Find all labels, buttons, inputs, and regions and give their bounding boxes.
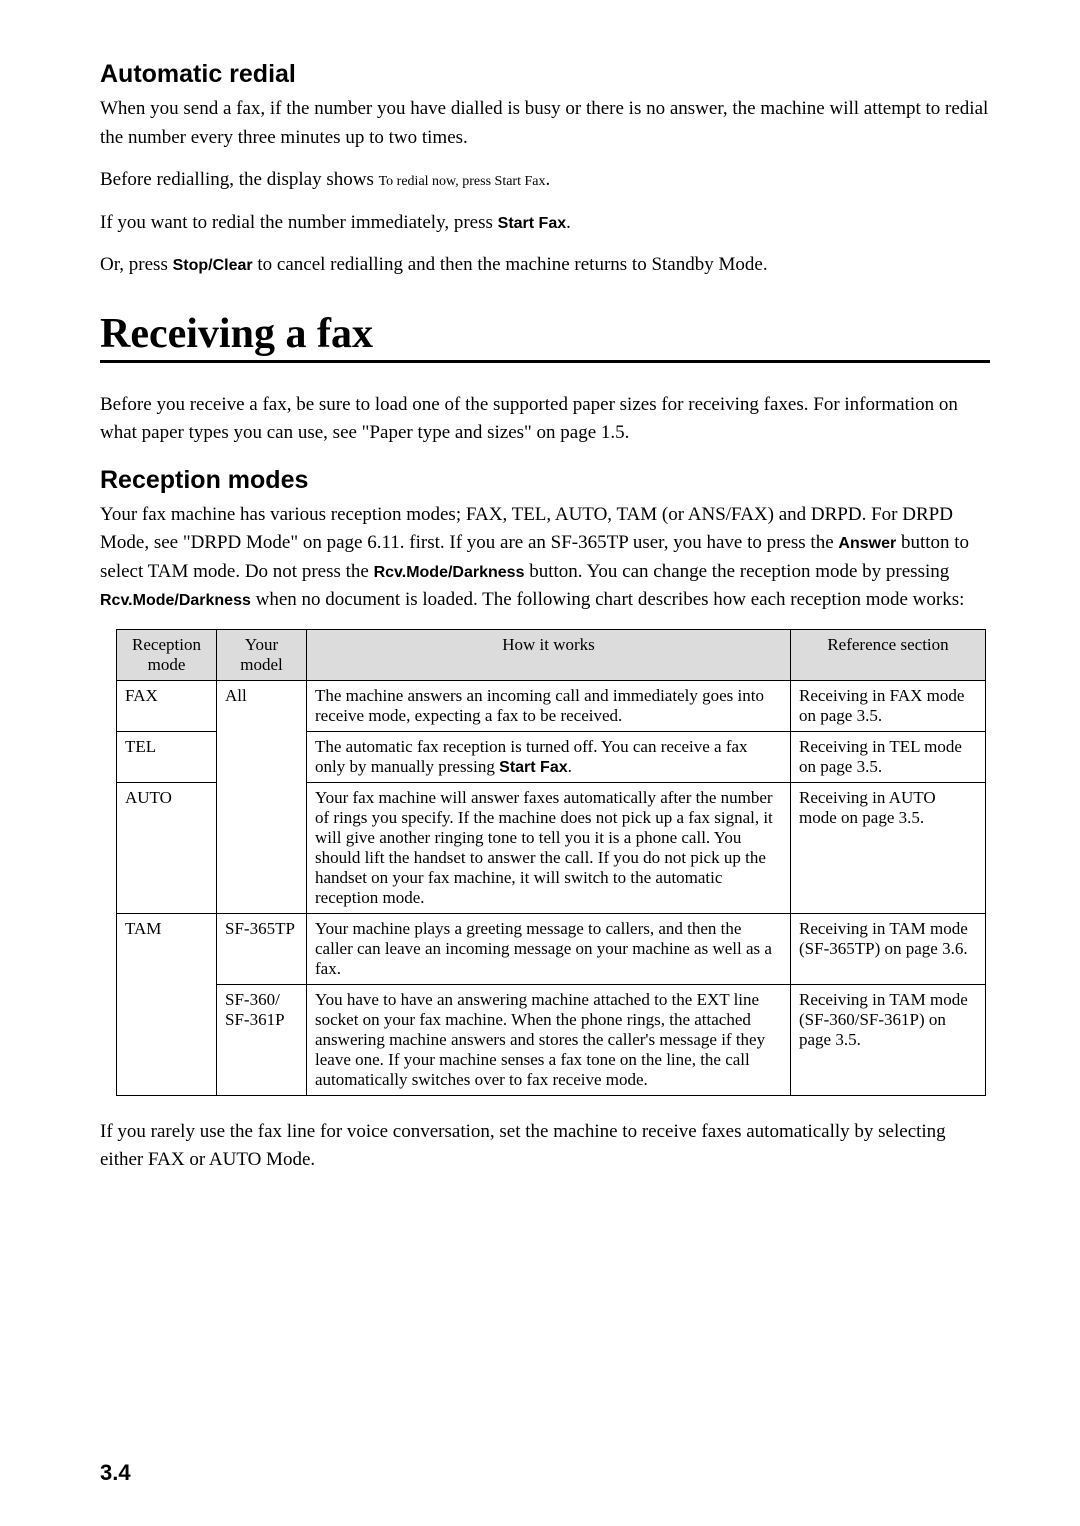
cell-how: The machine answers an incoming call and… [307,680,791,731]
cell-ref: Receiving in TEL mode on page 3.5. [791,731,986,782]
cell-ref: Receiving in AUTO mode on page 3.5. [791,782,986,913]
auto-redial-p1: When you send a fax, if the number you h… [100,95,990,152]
receiving-fax-heading: Receiving a fax [100,310,990,358]
r-p1-a: Your fax machine has various reception m… [100,504,953,554]
tel-start-fax: Start Fax [499,759,567,776]
cell-how: The automatic fax reception is turned of… [307,731,791,782]
cell-mode: TEL [117,731,217,782]
cell-mode: FAX [117,680,217,731]
table-header-row: Reception mode Your model How it works R… [117,629,986,680]
r-p2-a: when no document is loaded. The followin… [251,589,965,610]
auto-redial-p2: Before redialling, the display shows To … [100,166,990,195]
p2-text-a: Before redialling, the display shows [100,169,379,190]
p4-text-a: Or, press [100,254,173,275]
th-reception-mode: Reception mode [117,629,217,680]
auto-redial-p4: Or, press Stop/Clear to cancel rediallin… [100,251,990,280]
tel-how-b: . [568,757,572,776]
reception-p1: Your fax machine has various reception m… [100,501,990,587]
display-text: To redial now, press Start Fax [379,174,546,189]
stop-clear-label: Stop/Clear [173,257,253,274]
cell-how: Your fax machine will answer faxes autom… [307,782,791,913]
cell-ref: Receiving in TAM mode (SF-365TP) on page… [791,913,986,984]
heading-rule [100,360,990,363]
th-reference: Reference section [791,629,986,680]
table-row: SF-360/ SF-361P You have to have an answ… [117,984,986,1095]
p3-text-a: If you want to redial the number immedia… [100,212,498,233]
cell-how: Your machine plays a greeting message to… [307,913,791,984]
rcvmode-label-2: Rcv.Mode/Darkness [100,592,251,609]
p3-text-b: . [566,212,571,233]
r-p1-c: button. You can change the reception mod… [524,561,949,582]
cell-ref: Receiving in FAX mode on page 3.5. [791,680,986,731]
cell-model: SF-360/ SF-361P [217,984,307,1095]
receiving-intro: Before you receive a fax, be sure to loa… [100,391,990,448]
p2-text-b: . [545,169,550,190]
auto-redial-p3: If you want to redial the number immedia… [100,209,990,238]
cell-model: SF-365TP [217,913,307,984]
th-your-model: Your model [217,629,307,680]
reception-modes-heading: Reception modes [100,466,990,495]
cell-mode: TAM [117,913,217,1095]
table-row: TAM SF-365TP Your machine plays a greeti… [117,913,986,984]
after-table-text: If you rarely use the fax line for voice… [100,1118,990,1175]
automatic-redial-heading: Automatic redial [100,60,990,89]
cell-model: All [217,680,307,913]
cell-ref: Receiving in TAM mode (SF-360/SF-361P) o… [791,984,986,1095]
reception-modes-table: Reception mode Your model How it works R… [116,629,986,1096]
table-row: FAX All The machine answers an incoming … [117,680,986,731]
th-how-it-works: How it works [307,629,791,680]
page-number: 3.4 [100,1460,131,1486]
cell-how: You have to have an answering machine at… [307,984,791,1095]
p4-text-b: to cancel redialling and then the machin… [253,254,768,275]
rcvmode-label-1: Rcv.Mode/Darkness [374,564,525,581]
answer-label: Answer [838,535,896,552]
start-fax-label: Start Fax [498,215,566,232]
cell-mode: AUTO [117,782,217,913]
reception-p2: Rcv.Mode/Darkness when no document is lo… [100,586,990,615]
